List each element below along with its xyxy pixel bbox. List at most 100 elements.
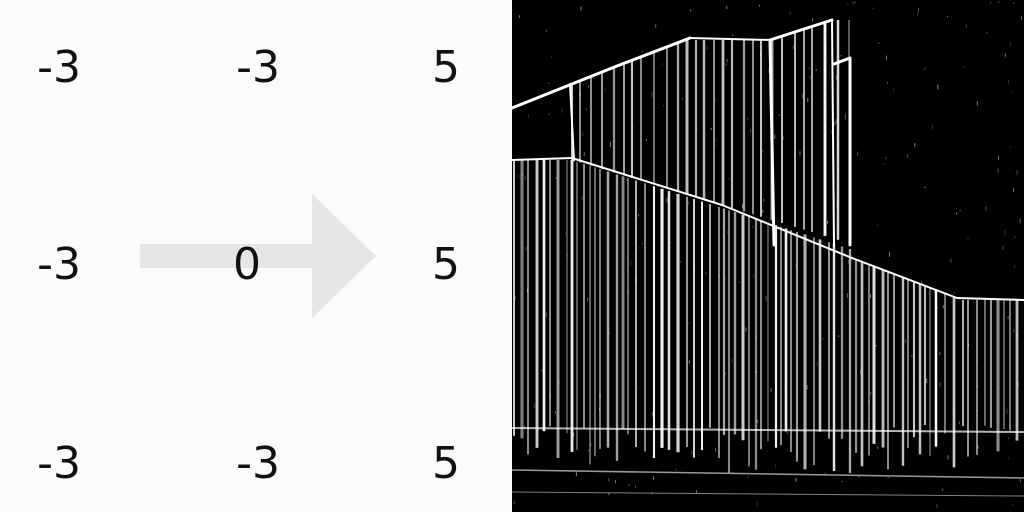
noise-speck [732,34,734,36]
noise-speck [774,463,776,469]
kernel-cell-r2c3: 5 [432,239,460,290]
noise-speck [893,88,895,93]
noise-speck [696,490,697,493]
noise-speck [1021,15,1022,20]
noise-speck [937,84,939,90]
noise-speck [1016,333,1018,338]
noise-speck [985,206,987,211]
kernel-cell-r2c2: 0 [233,239,261,290]
noise-speck [655,23,657,28]
noise-speck [587,297,589,301]
noise-speck [548,113,550,116]
noise-speck [706,46,708,50]
noise-speck [939,351,941,356]
noise-speck [907,154,909,158]
noise-speck [847,4,849,6]
kernel-cell-r3c2: -3 [236,438,280,489]
noise-speck [1004,230,1006,236]
noise-speck [527,288,528,293]
noise-speck [690,9,692,12]
noise-speck [609,142,611,147]
noise-speck [555,177,557,179]
noise-speck [956,212,958,215]
noise-speck [947,455,949,460]
noise-speck [686,53,688,58]
noise-speck [738,281,740,283]
noise-speck [844,114,846,120]
noise-speck [976,410,977,412]
noise-speck [756,335,758,339]
noise-speck [998,387,1000,389]
noise-speck [635,485,637,488]
noise-speck [579,92,581,97]
noise-speck [939,382,941,387]
noise-speck [758,4,760,7]
noise-speck [872,274,874,276]
noise-speck [705,271,707,275]
noise-speck [937,307,939,309]
noise-speck [609,332,610,335]
noise-speck [660,317,662,321]
noise-speck [756,419,758,424]
noise-speck [1013,188,1015,192]
kernel-cell-r1c2: -3 [236,42,280,93]
noise-speck [877,223,879,226]
noise-speck [1013,329,1015,333]
noise-speck [834,121,836,126]
noise-speck [728,178,730,180]
noise-speck [599,407,601,411]
noise-speck [911,354,913,357]
noise-speck [588,85,589,88]
noise-speck [924,186,926,189]
noise-speck [585,107,587,111]
noise-speck [632,126,634,129]
noise-speck [924,67,926,70]
noise-speck [1014,236,1016,238]
noise-speck [830,130,832,134]
noise-speck [731,358,733,363]
noise-speck [858,475,860,478]
noise-speck [976,359,978,364]
noise-speck [965,24,967,28]
noise-speck [581,196,583,201]
noise-speck [953,291,955,294]
noise-speck [590,443,592,446]
noise-speck [630,260,632,266]
noise-speck [877,446,879,449]
noise-speck [731,471,733,474]
noise-speck [799,151,801,156]
noise-speck [914,142,916,147]
noise-speck [641,242,643,245]
noise-speck [815,69,817,71]
noise-speck [872,7,874,9]
noise-speck [1014,265,1016,268]
noise-speck [753,274,755,278]
noise-speck [919,354,921,356]
noise-speck [860,369,861,375]
noise-speck [1016,170,1018,175]
upper-facade-slats [571,20,850,244]
noise-speck [615,479,616,484]
noise-speck [715,145,717,147]
noise-speck [795,263,797,268]
noise-speck [523,425,525,428]
noise-speck [857,151,859,156]
noise-speck [1007,316,1009,320]
noise-speck [824,472,826,475]
noise-speck [524,176,526,180]
noise-speck [885,157,887,160]
noise-speck [653,476,655,480]
noise-speck [886,55,887,60]
noise-speck [750,128,751,133]
noise-speck [997,168,999,173]
noise-speck [827,220,828,224]
noise-speck [607,438,609,442]
noise-speck [681,97,683,100]
noise-speck [1019,218,1021,224]
noise-speck [651,92,653,97]
noise-speck [870,391,872,395]
noise-speck [854,1,856,4]
noise-speck [745,327,747,332]
noise-speck [926,378,928,384]
noise-speck [528,114,530,119]
